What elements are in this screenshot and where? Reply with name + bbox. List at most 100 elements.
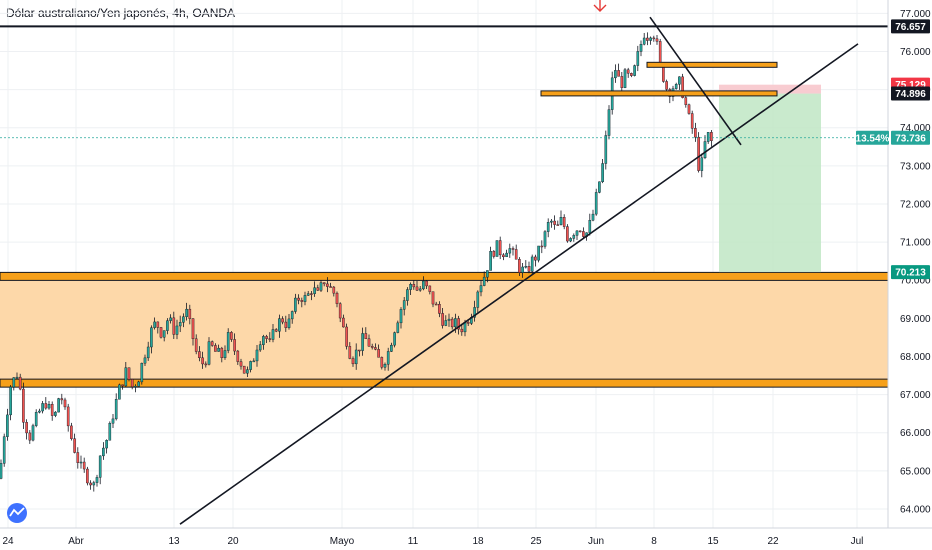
candle-body — [255, 349, 259, 362]
candle-body — [252, 360, 256, 363]
candle-body — [130, 379, 134, 388]
down-arrow-icon — [593, 0, 607, 12]
candle-body — [374, 347, 377, 350]
candle-body — [486, 270, 489, 278]
candle-body — [620, 76, 624, 88]
x-tick-label: 11 — [408, 536, 419, 547]
candle-body — [633, 65, 636, 76]
price-badge-label: 70.213 — [895, 268, 926, 279]
candle-body — [566, 226, 569, 242]
x-tick-label: Jul — [851, 536, 864, 547]
candle-body — [495, 240, 499, 257]
candle-body — [444, 320, 448, 326]
candle-body — [284, 321, 288, 328]
candle-body — [412, 284, 416, 288]
candle-body — [665, 81, 668, 90]
candle-body — [582, 231, 585, 237]
candle-body — [658, 41, 662, 64]
candle-body — [204, 363, 208, 366]
candle-body — [402, 300, 406, 310]
candle-body — [294, 297, 297, 312]
candle-body — [319, 282, 323, 291]
candle-body — [188, 308, 192, 319]
candle-body — [217, 347, 220, 352]
candle-body — [399, 309, 403, 324]
candle-body — [79, 461, 83, 464]
candle-body — [249, 361, 252, 370]
x-tick-label: 8 — [651, 536, 657, 547]
candle-body — [508, 248, 512, 254]
candle-body — [543, 231, 547, 247]
candle-body — [588, 220, 592, 233]
candle-body — [201, 357, 204, 365]
candle-body — [156, 321, 160, 328]
candle-body — [591, 213, 595, 221]
candle-body — [380, 357, 384, 368]
down-arrow-head — [593, 4, 607, 12]
candle-body — [290, 311, 294, 320]
candle-body — [274, 329, 278, 332]
x-tick-label: 18 — [472, 536, 484, 547]
candle-body — [271, 329, 275, 340]
candle-body — [473, 307, 476, 318]
candle-body — [82, 461, 86, 470]
y-tick-label: 76.000 — [900, 47, 931, 58]
y-tick-label: 65.000 — [900, 466, 931, 477]
candle-body — [121, 384, 124, 387]
candle-body — [518, 259, 521, 273]
candle-body — [546, 222, 550, 232]
candle-body — [182, 316, 185, 323]
candle-body — [326, 283, 329, 287]
candle-body — [98, 455, 102, 478]
candle-body — [265, 336, 268, 339]
candle-body — [332, 286, 336, 294]
candle-body — [409, 284, 412, 290]
price-badge-label: 74.896 — [895, 89, 926, 100]
candle-body — [636, 51, 640, 66]
x-tick-label: 20 — [227, 536, 239, 547]
candle-body — [322, 282, 326, 285]
x-tick-label: 13 — [168, 536, 180, 547]
candle-body — [143, 357, 147, 364]
candle-body — [338, 303, 342, 319]
candle-body — [345, 326, 348, 347]
candle-body — [422, 280, 425, 290]
percent-badge — [856, 130, 889, 145]
x-tick-label: 24 — [2, 536, 14, 547]
y-tick-label: 71.000 — [900, 238, 931, 249]
candle-body — [706, 132, 710, 142]
candle-body — [172, 317, 176, 335]
candle-body — [514, 249, 518, 260]
price-badge — [891, 19, 930, 34]
candle-body — [162, 330, 166, 338]
candle-body — [223, 350, 227, 359]
candle-body — [447, 318, 451, 321]
price-badge-label: 75.129 — [895, 80, 926, 91]
candle-body — [178, 322, 182, 327]
candle-body — [310, 293, 313, 295]
x-tick-label: Jun — [588, 536, 604, 547]
candle-body — [476, 291, 480, 308]
candle-body — [694, 128, 697, 138]
candle-body — [460, 328, 464, 333]
price-badge — [891, 86, 930, 101]
candle-body — [54, 411, 57, 416]
candle-body — [95, 477, 99, 483]
y-tick-label: 74.000 — [900, 123, 931, 134]
candle-body — [306, 293, 310, 296]
candle-body — [127, 367, 131, 380]
candle-body — [572, 235, 576, 239]
candle-body — [108, 423, 112, 441]
candle-body — [233, 339, 236, 352]
candle-body — [687, 104, 691, 114]
candle-body — [498, 240, 502, 256]
candle-body — [559, 217, 563, 225]
candle-body — [287, 318, 291, 328]
resistance-band — [540, 90, 778, 97]
candle-body — [434, 303, 438, 306]
candle-body — [511, 248, 515, 250]
tradingview-logo-icon — [7, 503, 27, 523]
candle-body — [28, 432, 32, 441]
